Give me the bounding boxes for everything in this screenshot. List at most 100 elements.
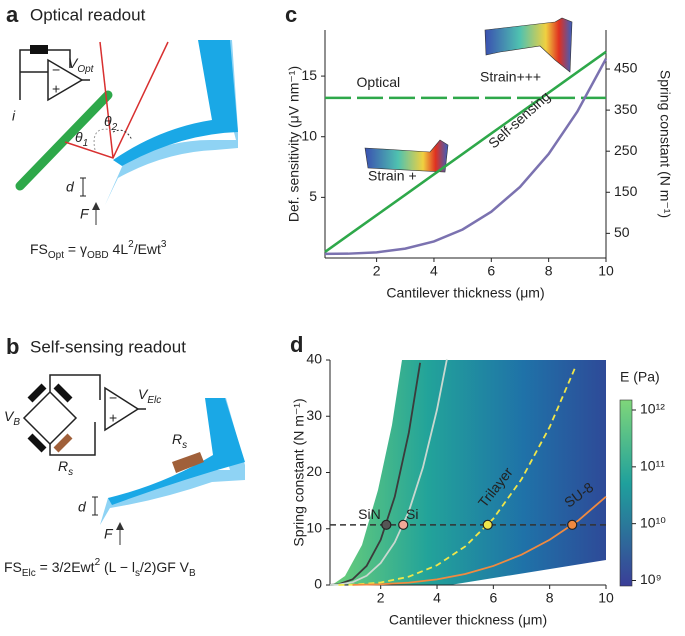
series-line [352, 496, 607, 586]
wire [49, 422, 96, 456]
label: VB [4, 408, 20, 428]
resistor [30, 45, 48, 54]
text-part: Elc [147, 395, 161, 406]
annotation: Strain + [368, 168, 417, 184]
resistor [53, 383, 73, 403]
text-part: 2 [95, 557, 101, 568]
formula: FSOpt = γOBD 4L2/Ewt3 [30, 239, 167, 261]
panel-label: b [6, 334, 19, 359]
label: VElc [138, 386, 161, 406]
y-tick-label: 20 [306, 463, 322, 479]
strain-resistor [53, 433, 73, 453]
colorbar [619, 399, 633, 587]
label: d [78, 499, 87, 515]
series-line [329, 359, 448, 586]
colorbar-tick-label: 10¹⁰ [640, 514, 666, 530]
text-part: V [68, 55, 79, 71]
marker [398, 519, 409, 530]
x-tick-label: 10 [598, 263, 614, 279]
y2-tick-label: 150 [614, 183, 638, 199]
panel-label: a [6, 2, 19, 27]
y2-axis-label: Spring constant (N m⁻¹) [657, 70, 673, 218]
panel-title: Optical readout [30, 5, 146, 24]
label: − [109, 390, 117, 406]
text-part: θ [75, 129, 83, 145]
marker [482, 519, 493, 530]
text-part: V [4, 408, 15, 424]
diagram-b [22, 374, 245, 545]
marker [567, 519, 578, 530]
inset-strain-high [484, 17, 573, 73]
series-line [338, 367, 576, 586]
wire [49, 374, 101, 400]
x-tick-label: 2 [373, 263, 381, 279]
inset-strain-low [364, 139, 449, 173]
text-part: /2)GF V [140, 559, 190, 575]
marker [381, 519, 392, 530]
series-label: Si [406, 506, 418, 522]
y2-tick-label: 450 [614, 60, 638, 76]
x-tick-label: 10 [598, 590, 614, 606]
y-tick-label: 0 [314, 576, 322, 592]
y2-tick-label: 250 [614, 142, 638, 158]
label: Rs [172, 431, 187, 451]
diagram-a [15, 40, 238, 225]
colorbar-tick-label: 10¹¹ [640, 458, 665, 474]
y-tick-label: 15 [301, 67, 317, 83]
resistor [27, 433, 47, 453]
op-amp [104, 386, 140, 432]
panel-label: d [290, 332, 303, 357]
label: VOpt [68, 55, 95, 75]
angle-arc [93, 128, 113, 151]
x-tick-label: 6 [489, 590, 497, 606]
series-label: Optical [357, 74, 401, 90]
label: + [52, 81, 60, 97]
label: Rs [58, 458, 73, 478]
label: F [104, 526, 114, 542]
formula: FSElc = 3/2Ewt2 (L − ls/2)GF VB [4, 557, 196, 579]
series-label: SiN [358, 506, 381, 522]
text-part: B [13, 417, 20, 428]
text-part: Opt [77, 64, 94, 75]
label: F [80, 206, 90, 222]
text-part: R [172, 431, 182, 447]
annotation: Strain+++ [480, 69, 541, 85]
resistor [27, 383, 47, 403]
text-part: s [182, 440, 187, 451]
x-tick-label: 4 [430, 263, 438, 279]
label: + [109, 410, 117, 426]
panel-title: Self-sensing readout [30, 337, 186, 356]
y-axis-label: Def. sensitivity (μV nm⁻¹) [286, 66, 302, 222]
colorbar-label: E (Pa) [620, 369, 660, 385]
d-bracket [80, 177, 86, 197]
x-tick-label: 8 [545, 263, 553, 279]
y-tick-label: 10 [306, 519, 322, 535]
x-tick-label: 8 [546, 590, 554, 606]
text-part: s [68, 467, 73, 478]
colorbar-tick-label: 10¹² [640, 401, 665, 417]
text-part: /Ewt [134, 241, 161, 257]
text-part: OBD [87, 250, 109, 261]
label: θ2 [104, 113, 118, 133]
cantilever-deflected [113, 40, 238, 166]
modulus-map [332, 360, 606, 585]
arrowhead [116, 522, 124, 530]
text-part: 3 [161, 239, 167, 250]
x-tick-label: 2 [377, 590, 385, 606]
colorbar-tick-label: 10⁹ [640, 571, 662, 587]
x-axis-label: Cantilever thickness (μm) [386, 285, 544, 301]
text-part: B [189, 568, 196, 579]
op-amp [47, 58, 84, 102]
label: d [66, 179, 75, 195]
panel-label: c [285, 2, 297, 27]
text-part: 1 [83, 138, 89, 149]
text-part: 4L [109, 241, 129, 257]
y-tick-label: 40 [306, 351, 322, 367]
x-tick-label: 4 [433, 590, 441, 606]
text-part: Elc [22, 568, 36, 579]
y-tick-label: 10 [301, 127, 317, 143]
strain-insets [364, 17, 573, 173]
y-tick-label: 5 [309, 188, 317, 204]
series-line [324, 58, 608, 256]
